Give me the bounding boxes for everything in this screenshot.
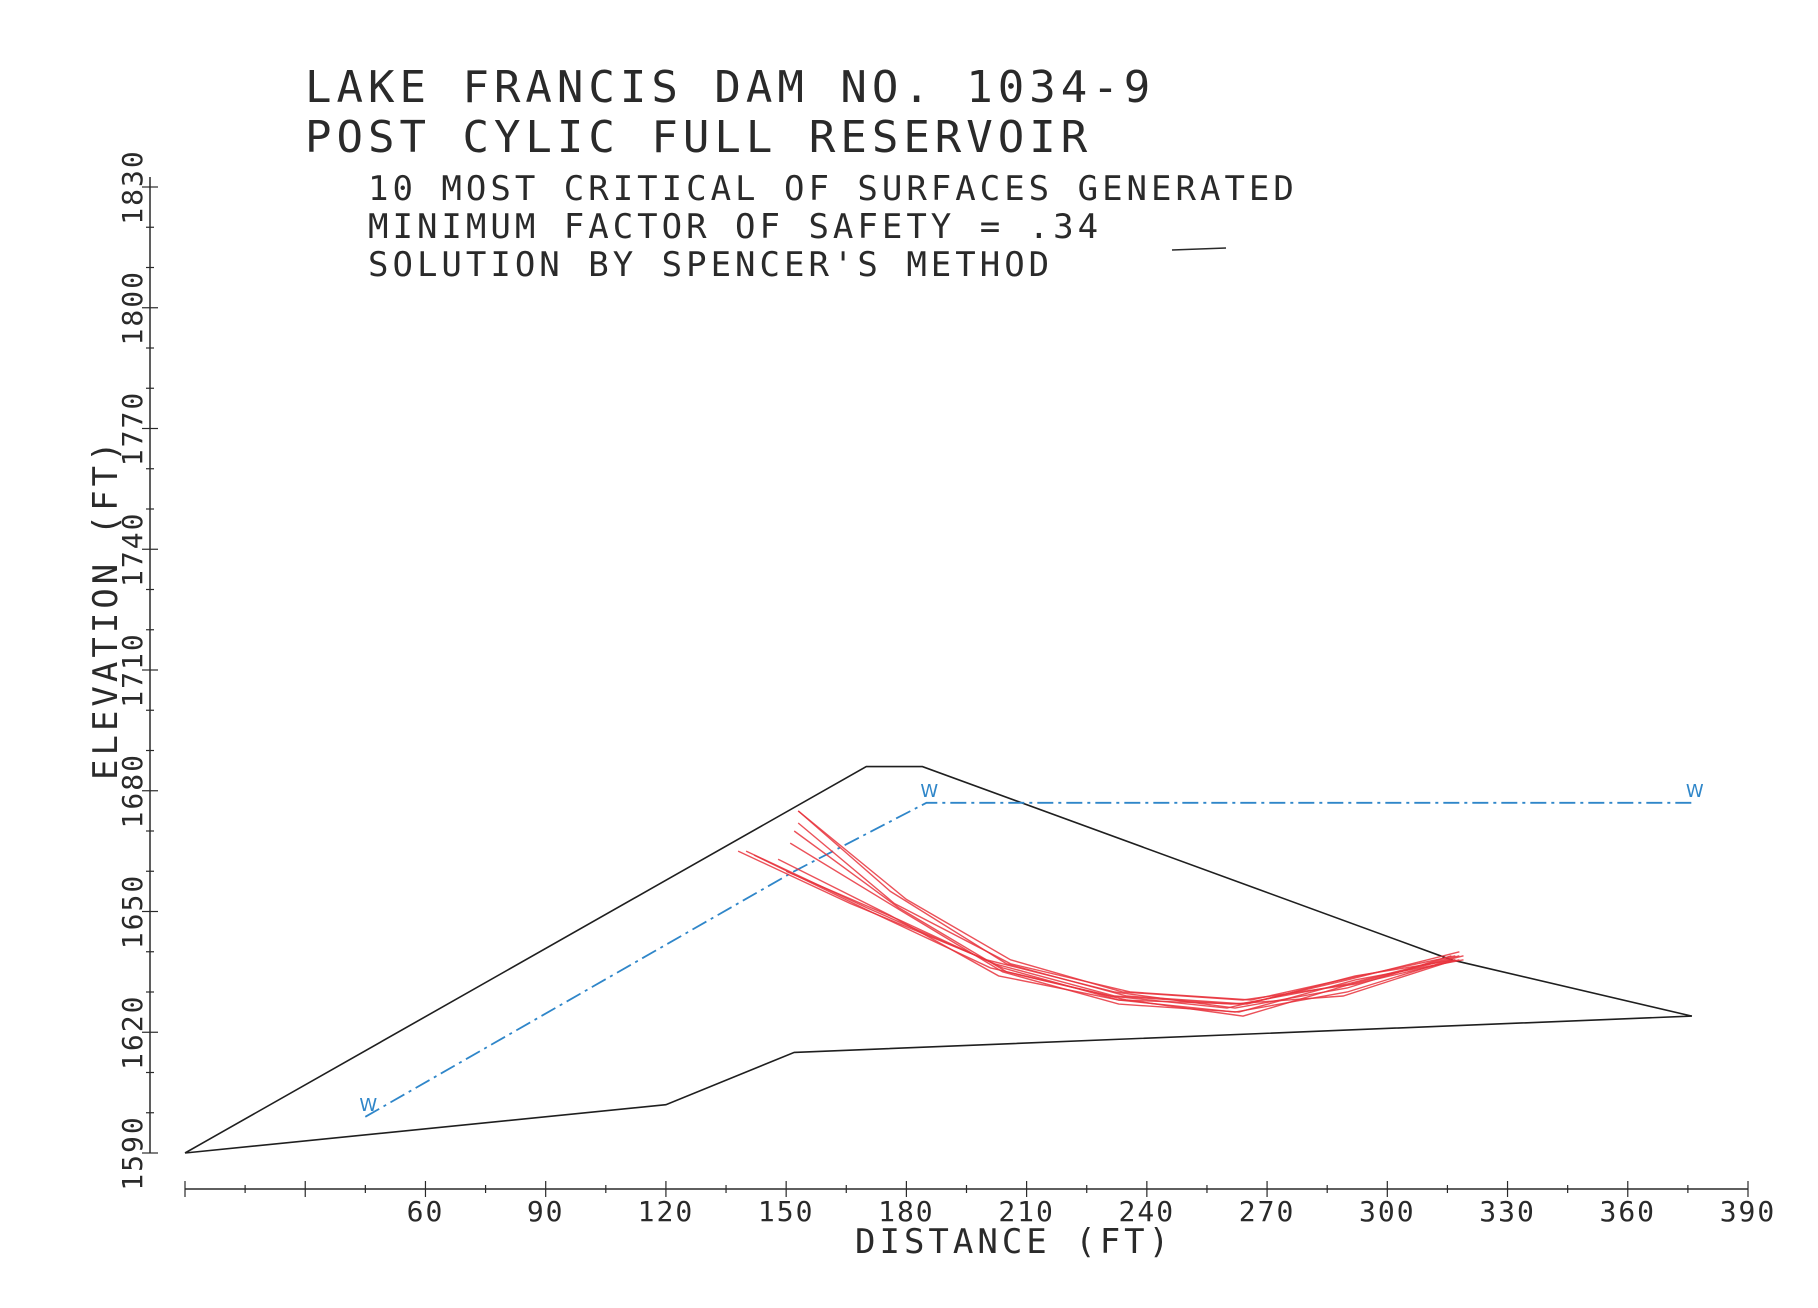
title-line-2: POST CYLIC FULL RESERVOIR	[305, 112, 1092, 163]
y-tick-labels: 1590 1620 1650 1680 1710 1740 1770 1800 1830	[116, 149, 149, 1190]
y-tick-label: 1800	[116, 270, 149, 345]
x-tick-label: 150	[758, 1195, 815, 1228]
subtitle-line-3: SOLUTION BY SPENCER'S METHOD	[368, 245, 1053, 285]
y-tick-label: 1830	[116, 149, 149, 224]
x-tick-label: 60	[407, 1195, 445, 1228]
y-tick-label: 1620	[116, 995, 149, 1070]
x-tick-label: 240	[1119, 1195, 1176, 1228]
water-marker-label: W	[1686, 781, 1704, 802]
phreatic-surface	[365, 803, 1692, 1117]
x-tick-label: 90	[527, 1195, 565, 1228]
axes	[142, 177, 1748, 1197]
embankment-outline	[185, 767, 1692, 1153]
critical-surfaces	[738, 811, 1463, 1016]
x-axis-label: DISTANCE (FT)	[855, 1222, 1173, 1262]
subtitle-line-1: 10 MOST CRITICAL OF SURFACES GENERATED	[368, 169, 1298, 209]
x-tick-label: 300	[1359, 1195, 1416, 1228]
x-tick-label: 360	[1599, 1195, 1656, 1228]
subtitle-line-2: MINIMUM FACTOR OF SAFETY = .34	[368, 207, 1102, 247]
x-tick-label: 330	[1479, 1195, 1536, 1228]
water-marker-label: W	[920, 781, 938, 802]
y-tick-label: 1770	[116, 391, 149, 466]
x-tick-label: 390	[1720, 1195, 1777, 1228]
y-axis-label: ELEVATION (FT)	[86, 437, 126, 780]
y-tick-label: 1590	[116, 1115, 149, 1190]
x-tick-label: 210	[998, 1195, 1055, 1228]
x-tick-label: 270	[1239, 1195, 1296, 1228]
critical-surface-9	[754, 855, 1459, 1008]
embankment-profile	[185, 767, 1692, 1153]
title-underline-stroke	[1172, 248, 1226, 250]
critical-surface-8	[798, 823, 1455, 1000]
water-marker-label: W	[359, 1095, 377, 1116]
x-tick-label: 120	[638, 1195, 695, 1228]
y-tick-label: 1680	[116, 753, 149, 828]
x-tick-label: 180	[878, 1195, 935, 1228]
y-tick-label: 1710	[116, 632, 149, 707]
y-tick-label: 1650	[116, 874, 149, 949]
y-tick-label: 1740	[116, 512, 149, 587]
phreatic-line: W W W	[359, 781, 1704, 1117]
title-line-1: LAKE FRANCIS DAM NO. 1034-9	[305, 62, 1155, 113]
